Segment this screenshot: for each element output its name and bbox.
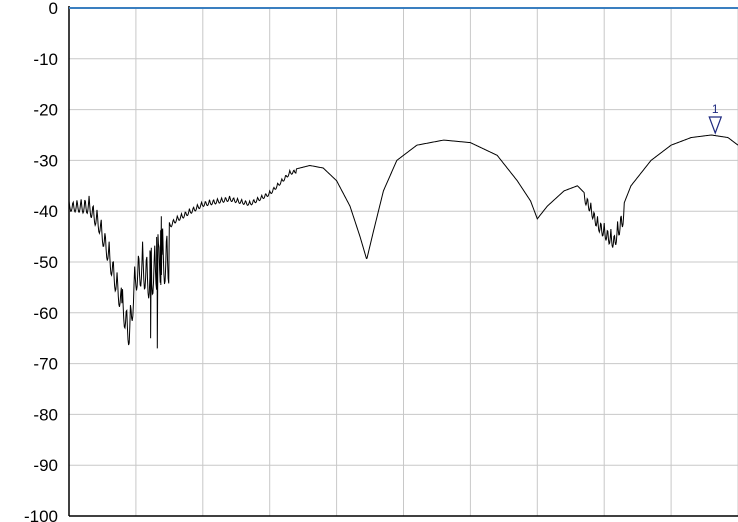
grid [69,8,738,516]
y-tick-label: -40 [33,202,58,221]
y-tick-label: 0 [49,0,58,18]
y-tick-label: -30 [33,151,58,170]
y-tick-label: -10 [33,50,58,69]
marker-triangle-icon [708,116,723,135]
y-tick-label: -100 [24,507,58,522]
y-tick-label: -50 [33,253,58,272]
y-axis-ticks: 0 -10 -20 -30 -40 -50 -60 -70 -80 -90 -100 [24,0,58,522]
y-tick-label: -70 [33,355,58,374]
y-tick-label: -80 [33,405,58,424]
trace-line [68,134,738,349]
marker-label: 1 [712,102,719,116]
y-tick-label: -60 [33,304,58,323]
y-tick-label: -20 [33,101,58,120]
y-tick-label: -90 [33,456,58,475]
marker-1[interactable]: 1 [708,102,723,135]
